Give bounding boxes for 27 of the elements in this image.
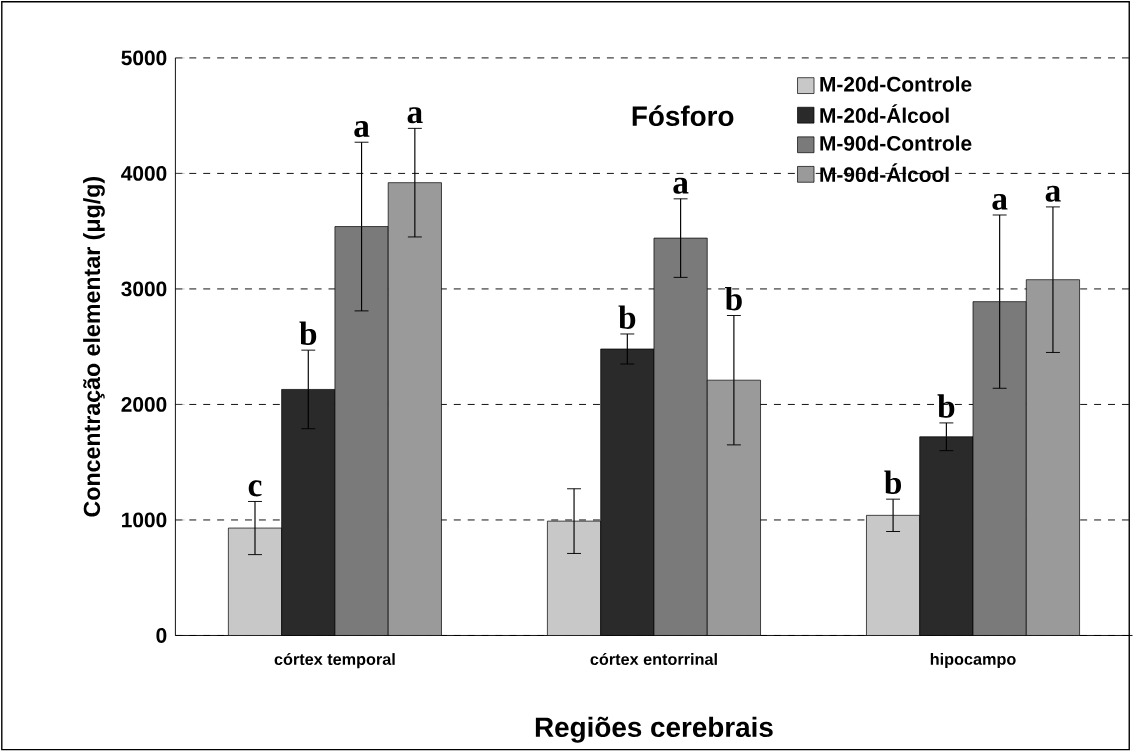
x-tick-label: hipocampo (930, 652, 1016, 668)
y-tick-label: 0 (156, 627, 167, 643)
data-label: b (725, 286, 742, 311)
data-label: a (1045, 185, 1061, 202)
y-tick-label: 1000 (122, 512, 167, 528)
data-label: a (407, 107, 423, 124)
legend-label: M-20d-Controle (820, 76, 972, 92)
data-label: b (937, 394, 955, 418)
legend-label: M-20d-Álcool (820, 103, 949, 123)
y-tick-label: 3000 (121, 281, 167, 297)
x-axis-title: Regiões cerebrais (535, 716, 773, 743)
data-label: a (354, 120, 370, 137)
data-label: a (992, 193, 1008, 210)
y-tick-label: 5000 (121, 50, 167, 66)
x-tick-label: córtex entorrinal (590, 652, 717, 665)
data-label: a (673, 177, 689, 194)
legend-label: M-90d-Álcool (820, 163, 949, 182)
data-label: b (618, 305, 636, 329)
y-axis-title: Concentração elementar (μg/g) (83, 176, 105, 517)
legend-label: M-90d-Controle (820, 135, 972, 151)
y-tick-label: 2000 (121, 396, 167, 412)
y-tick-label: 4000 (121, 165, 167, 181)
x-tick-label: córtex temporal (274, 652, 395, 669)
data-label: c (248, 480, 262, 497)
data-label: b (299, 321, 317, 345)
annotation: Fósforo (632, 105, 734, 126)
data-label: b (884, 470, 902, 494)
